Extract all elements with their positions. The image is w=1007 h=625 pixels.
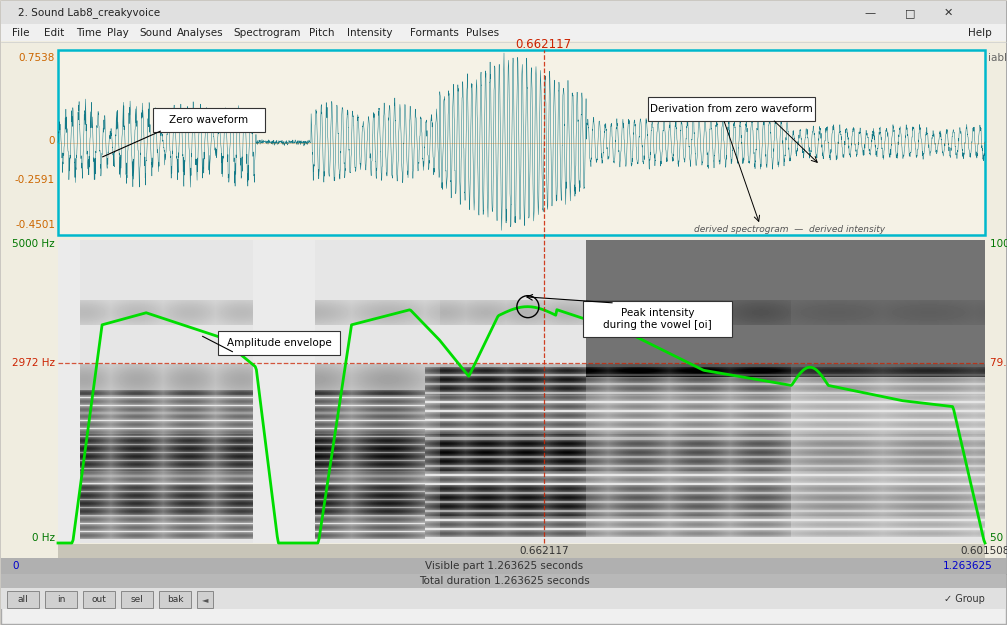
Text: Help: Help [969, 28, 992, 38]
Text: Play: Play [108, 28, 129, 38]
FancyBboxPatch shape [7, 591, 39, 608]
Text: Visible part 1.263625 seconds: Visible part 1.263625 seconds [425, 561, 583, 571]
Text: Total duration 1.263625 seconds: Total duration 1.263625 seconds [419, 576, 589, 586]
Text: Pitch: Pitch [309, 28, 334, 38]
FancyBboxPatch shape [83, 591, 115, 608]
Text: 0 Hz: 0 Hz [32, 533, 55, 543]
FancyBboxPatch shape [648, 97, 815, 121]
Text: ◄: ◄ [201, 595, 208, 604]
Text: 0: 0 [48, 136, 55, 146]
Text: Sound: Sound [139, 28, 172, 38]
Text: Formants: Formants [410, 28, 458, 38]
Bar [1, 574, 1006, 588]
Text: 0.662117: 0.662117 [516, 38, 572, 51]
FancyBboxPatch shape [218, 331, 340, 355]
Text: Amplitude envelope: Amplitude envelope [227, 338, 331, 348]
Text: 2972 Hz: 2972 Hz [12, 358, 55, 368]
Text: out: out [92, 595, 107, 604]
Text: 100 dB: 100 dB [990, 239, 1007, 249]
FancyBboxPatch shape [153, 108, 265, 132]
Text: —: — [864, 8, 875, 18]
FancyBboxPatch shape [197, 591, 213, 608]
Text: derived spectrogram  —  derived intensity: derived spectrogram — derived intensity [695, 225, 885, 234]
Text: Analyses: Analyses [177, 28, 224, 38]
Text: File: File [12, 28, 29, 38]
Text: 0: 0 [12, 561, 18, 571]
FancyBboxPatch shape [159, 591, 191, 608]
Text: □: □ [904, 8, 915, 18]
Bar [1, 1, 1006, 24]
Text: 1.263625: 1.263625 [944, 561, 993, 571]
Text: Pulses: Pulses [466, 28, 499, 38]
FancyBboxPatch shape [583, 301, 732, 337]
Text: Edit: Edit [43, 28, 64, 38]
Text: 50 dB: 50 dB [990, 533, 1007, 543]
Text: all: all [18, 595, 28, 604]
FancyBboxPatch shape [121, 591, 153, 608]
Text: in: in [56, 595, 65, 604]
FancyBboxPatch shape [45, 591, 77, 608]
Text: Zero waveform: Zero waveform [169, 115, 249, 125]
Bar [1, 588, 1006, 609]
Text: Intensity: Intensity [347, 28, 393, 38]
Bar [58, 544, 985, 558]
Bar [58, 50, 985, 235]
Text: Spectrogram: Spectrogram [234, 28, 301, 38]
Text: 0.7538: 0.7538 [18, 53, 55, 63]
Text: Peak intensity
during the vowel [oi]: Peak intensity during the vowel [oi] [603, 308, 712, 330]
Bar [1, 41, 1006, 575]
Text: -0.2591: -0.2591 [15, 175, 55, 185]
Text: 0.601508: 0.601508 [961, 546, 1007, 556]
Text: sel: sel [131, 595, 143, 604]
Text: ✕: ✕ [944, 8, 953, 18]
Text: ✓ Group: ✓ Group [945, 594, 985, 604]
Text: iable sound: iable sound [988, 53, 1007, 63]
Bar [1, 558, 1006, 574]
Text: 0.662117: 0.662117 [519, 546, 569, 556]
Text: Derivation from zero waveform: Derivation from zero waveform [651, 104, 813, 114]
Text: -0.4501: -0.4501 [15, 220, 55, 230]
Text: bak: bak [167, 595, 183, 604]
Bar [1, 24, 1006, 41]
Text: 5000 Hz: 5000 Hz [12, 239, 55, 249]
Text: Time: Time [76, 28, 101, 38]
Text: 2. Sound Lab8_creakyvoice: 2. Sound Lab8_creakyvoice [18, 8, 160, 19]
Text: 79.82 dB: 79.82 dB [990, 358, 1007, 368]
